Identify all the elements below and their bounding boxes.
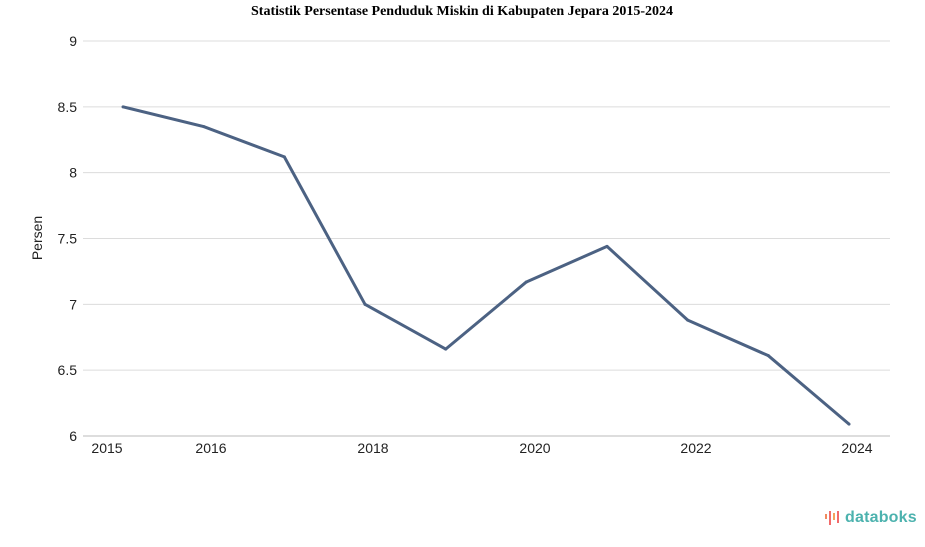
databoks-logo: databoks: [824, 509, 917, 527]
x-tick-label: 2016: [195, 440, 226, 456]
x-tick-label: 2018: [357, 440, 388, 456]
y-tick-label: 7: [69, 296, 77, 312]
data-point-2023[interactable]: [766, 354, 770, 358]
data-point-2024[interactable]: [847, 422, 851, 426]
data-point-2015[interactable]: [121, 105, 125, 109]
y-tick-label: 8.5: [58, 99, 78, 115]
data-point-2019[interactable]: [444, 347, 448, 351]
logo-text: databoks: [845, 509, 917, 526]
y-tick-label: 8: [69, 165, 77, 181]
y-tick-label: 6.5: [58, 362, 78, 378]
x-tick-label: 2024: [841, 440, 872, 456]
x-tick-label: 2020: [519, 440, 550, 456]
data-point-2021[interactable]: [605, 244, 609, 248]
data-point-2017[interactable]: [282, 155, 286, 159]
logo-bars-icon: [825, 511, 839, 525]
series-line: [122, 105, 851, 426]
data-point-2016[interactable]: [202, 125, 206, 129]
x-tick-label: 2015: [91, 440, 122, 456]
x-tick-label: 2022: [680, 440, 711, 456]
chart-title: Statistik Persentase Penduduk Miskin di …: [251, 4, 673, 19]
data-point-2022[interactable]: [686, 318, 690, 322]
data-point-2018[interactable]: [363, 302, 367, 306]
y-tick-label: 6: [69, 428, 77, 444]
y-tick-label: 9: [69, 33, 77, 49]
y-axis-label: Persen: [29, 216, 45, 260]
y-tick-label: 7.5: [58, 231, 78, 247]
data-point-2020[interactable]: [524, 280, 528, 284]
